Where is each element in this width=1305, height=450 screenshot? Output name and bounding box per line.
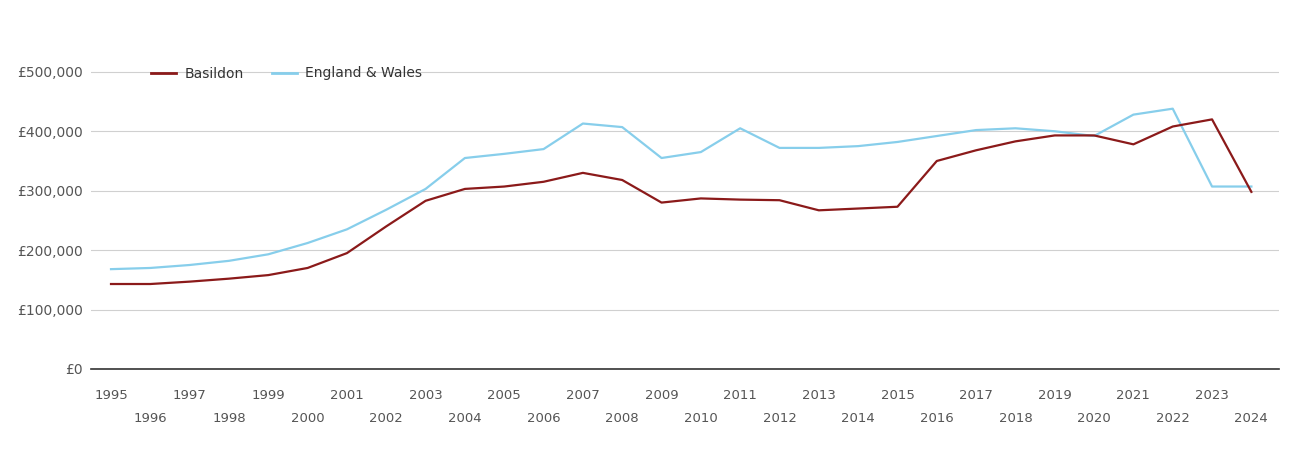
Text: 2001: 2001 (330, 389, 364, 402)
Text: 1997: 1997 (172, 389, 206, 402)
Text: 2020: 2020 (1077, 411, 1111, 424)
Text: 2015: 2015 (881, 389, 915, 402)
Text: 2017: 2017 (959, 389, 993, 402)
Text: 2014: 2014 (842, 411, 876, 424)
Text: 2012: 2012 (762, 411, 796, 424)
Text: 2004: 2004 (448, 411, 482, 424)
Text: 2022: 2022 (1156, 411, 1190, 424)
Text: 2007: 2007 (566, 389, 600, 402)
Text: 2006: 2006 (527, 411, 560, 424)
Text: 2019: 2019 (1037, 389, 1071, 402)
Text: 2021: 2021 (1117, 389, 1150, 402)
Text: 2002: 2002 (369, 411, 403, 424)
Text: 1998: 1998 (213, 411, 245, 424)
Legend: Basildon, England & Wales: Basildon, England & Wales (146, 61, 428, 86)
Text: 2003: 2003 (408, 389, 442, 402)
Text: 2013: 2013 (801, 389, 835, 402)
Text: 2000: 2000 (291, 411, 325, 424)
Text: 2023: 2023 (1195, 389, 1229, 402)
Text: 2010: 2010 (684, 411, 718, 424)
Text: 1999: 1999 (252, 389, 284, 402)
Text: 2024: 2024 (1235, 411, 1268, 424)
Text: 1995: 1995 (94, 389, 128, 402)
Text: 2018: 2018 (998, 411, 1032, 424)
Text: 1996: 1996 (133, 411, 167, 424)
Text: 2005: 2005 (487, 389, 521, 402)
Text: 2016: 2016 (920, 411, 954, 424)
Text: 2008: 2008 (606, 411, 639, 424)
Text: 2009: 2009 (645, 389, 679, 402)
Text: 2011: 2011 (723, 389, 757, 402)
